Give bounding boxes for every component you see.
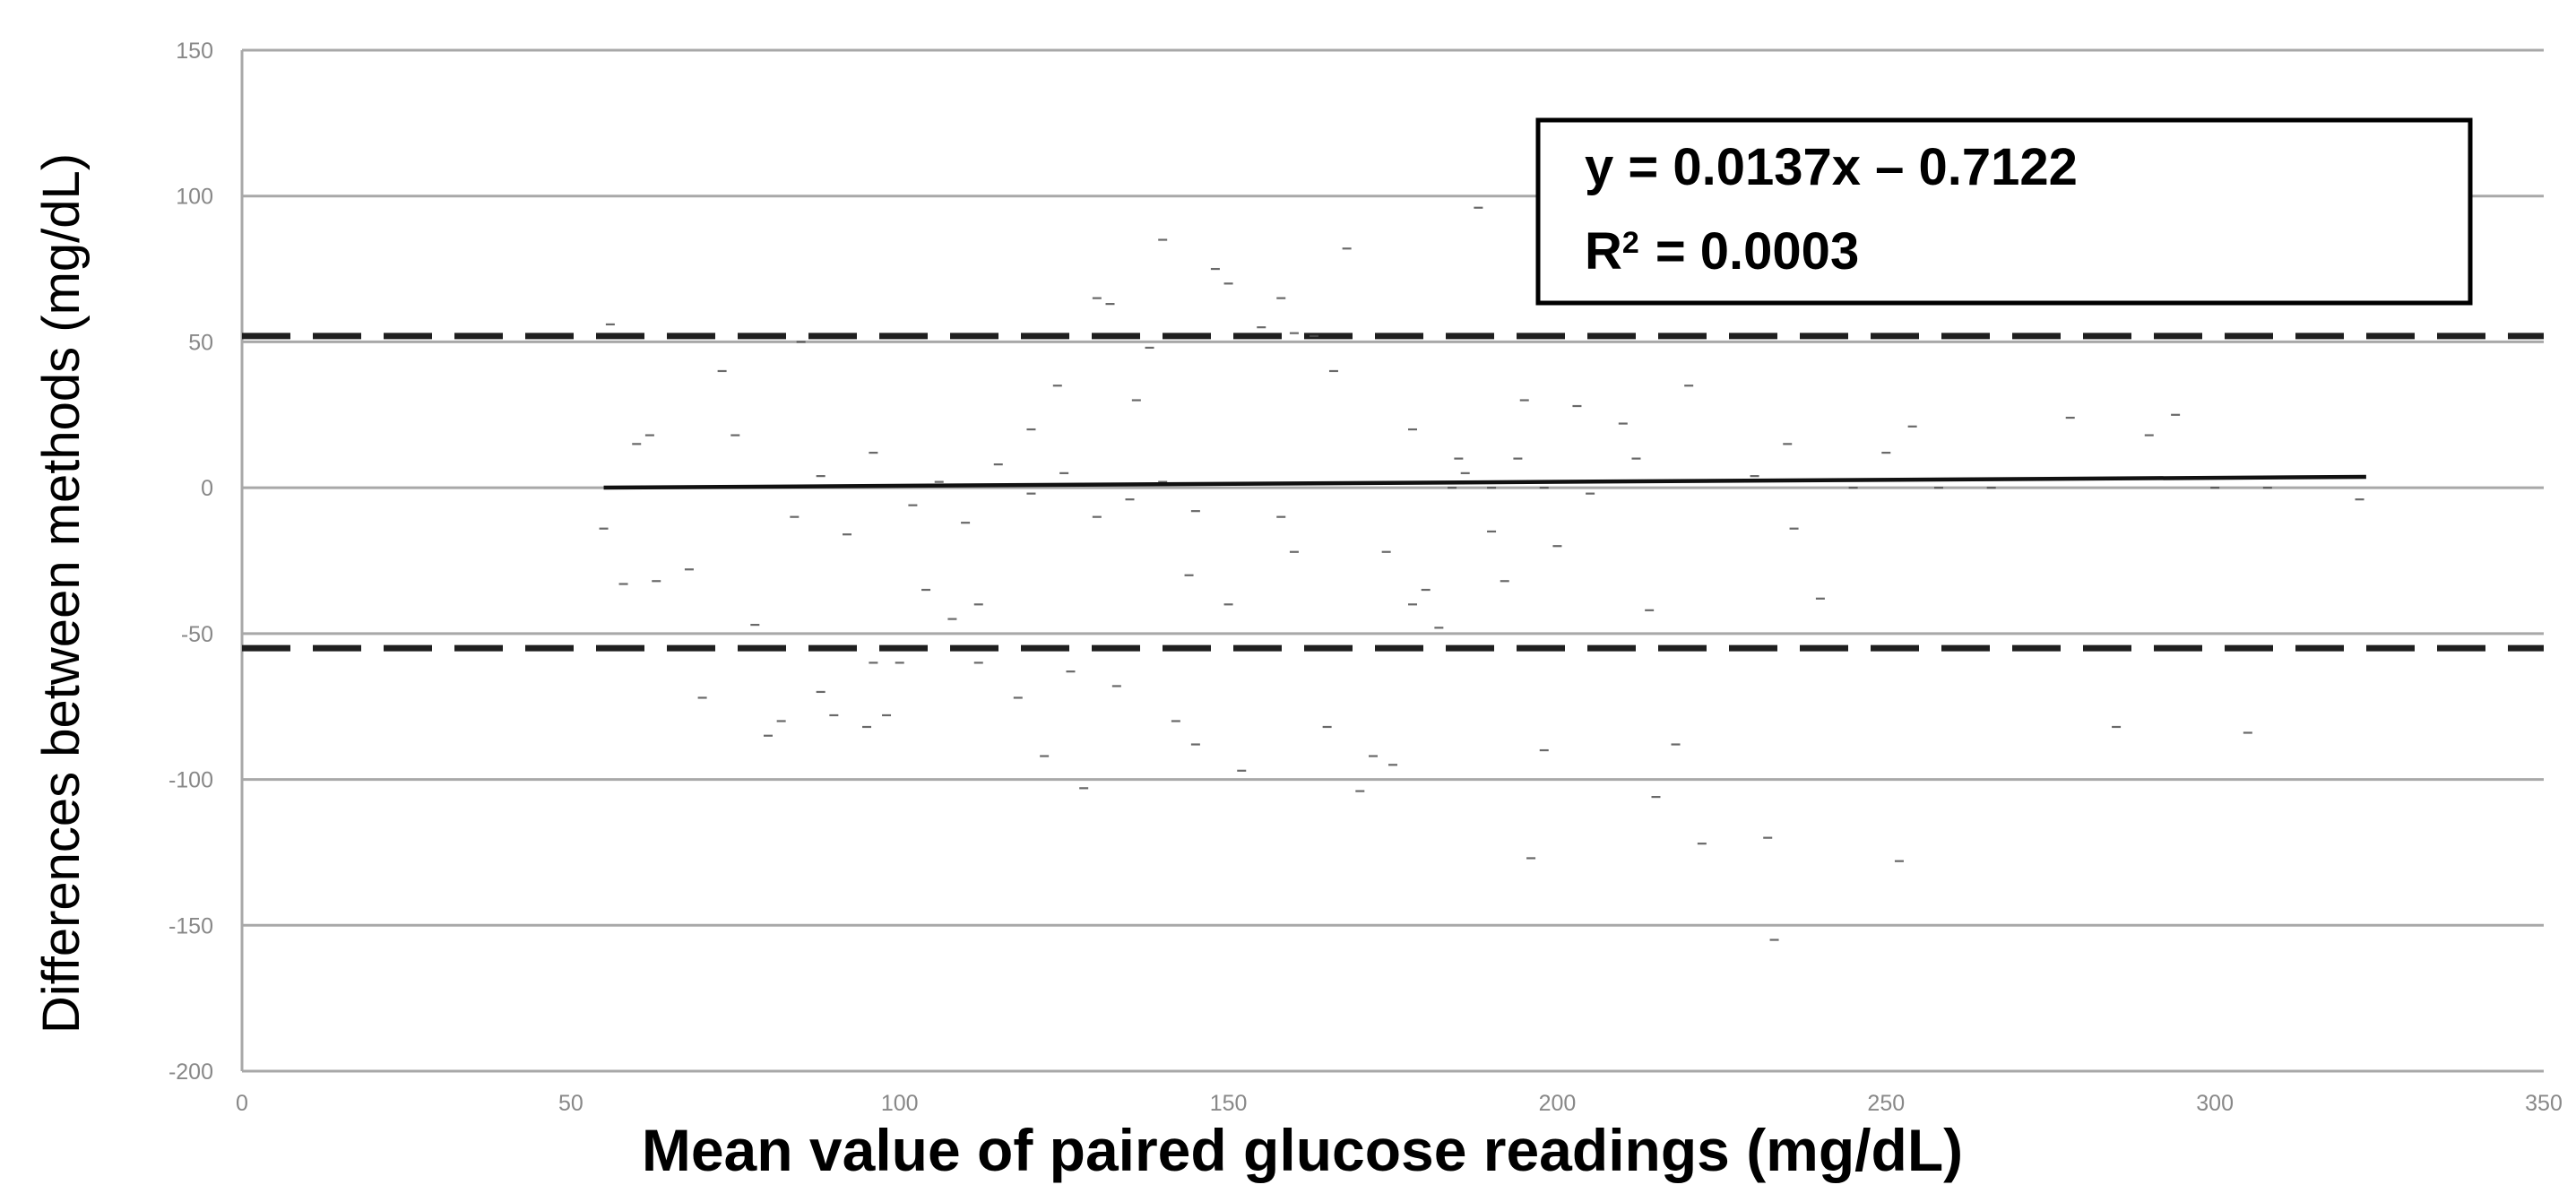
y-tick-label: -100: [169, 768, 213, 793]
y-tick-label: 150: [176, 39, 213, 64]
y-tick-label: -150: [169, 913, 213, 938]
y-tick-label: -200: [169, 1059, 213, 1085]
x-tick-label: 350: [2525, 1091, 2563, 1116]
r-squared-superscript: 2: [1622, 226, 1639, 260]
y-tick-label: 0: [201, 476, 213, 501]
x-tick-label: 50: [558, 1091, 583, 1116]
x-tick-label: 150: [1210, 1091, 1248, 1116]
tick-labels: 150 100 50 0 -50 -100 -150 -200 0 50 100 150 200 250 3…: [169, 39, 2563, 1116]
r-squared-symbol: R: [1585, 222, 1622, 281]
axes: [240, 50, 2544, 1073]
x-tick-label: 250: [1867, 1091, 1905, 1116]
r-squared-value: = 0.0003: [1655, 222, 1859, 281]
regression-line: [603, 474, 2366, 490]
x-tick-label: 200: [1539, 1091, 1577, 1116]
data-points: [599, 206, 2364, 941]
equation-box-border: [1535, 117, 2473, 306]
x-axis-label: Mean value of paired glucose readings (m…: [642, 1117, 1963, 1183]
regression-equation: y = 0.0137x – 0.7122: [1585, 138, 2078, 196]
limits-of-agreement: [242, 333, 2544, 652]
x-tick-label: 300: [2196, 1091, 2234, 1116]
x-tick-label: 0: [236, 1091, 248, 1116]
y-tick-label: 100: [176, 185, 213, 210]
y-tick-label: 50: [188, 330, 213, 355]
y-axis-label: Differences between methods (mg/dL): [32, 153, 91, 1033]
regression-equation-box: y = 0.0137x – 0.7122 R2 = 0.0003: [1535, 117, 2473, 306]
x-tick-label: 100: [881, 1091, 919, 1116]
trendline-layer: [603, 474, 2366, 490]
r-squared-label: R2 = 0.0003: [1585, 222, 1859, 281]
y-tick-label: -50: [181, 622, 213, 647]
